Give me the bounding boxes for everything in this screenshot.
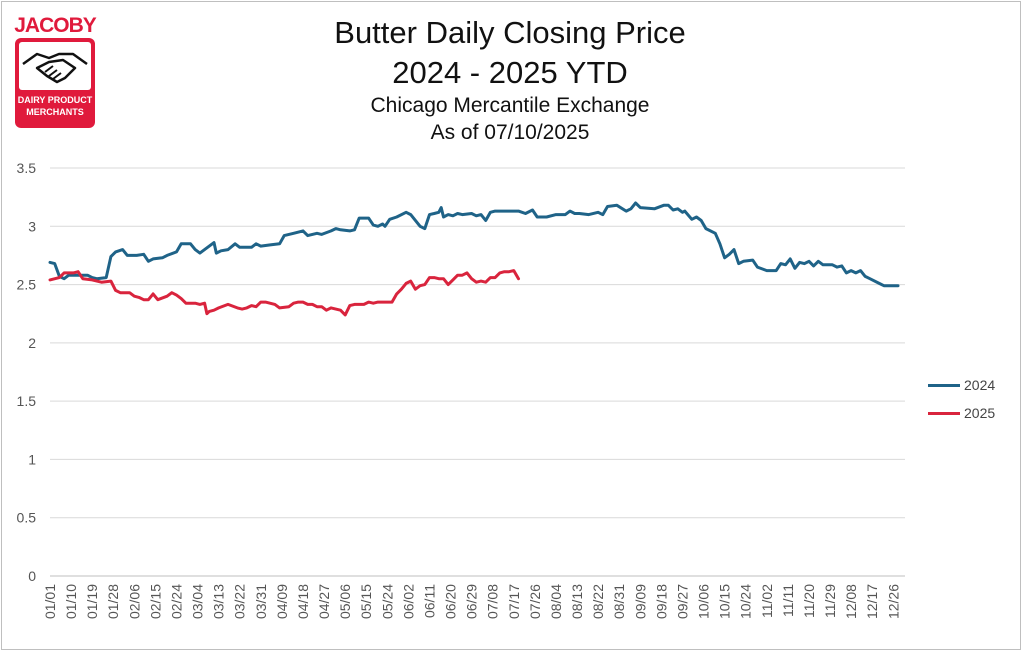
handshake-icon (22, 52, 88, 84)
x-tick-label: 01/01 (42, 584, 58, 619)
y-tick-label: 1.5 (17, 393, 37, 409)
x-tick-label: 02/06 (126, 584, 142, 619)
x-tick-label: 01/28 (105, 584, 121, 619)
series-line-2025 (48, 269, 520, 317)
x-tick-label: 09/18 (653, 584, 669, 619)
x-tick-label: 03/04 (190, 584, 206, 619)
x-tick-label: 08/04 (548, 584, 564, 619)
x-tick-label: 02/15 (147, 584, 163, 619)
logo-line-1: DAIRY PRODUCT (17, 95, 93, 105)
x-tick-label: 07/26 (527, 584, 543, 619)
x-tick-label: 11/02 (759, 584, 775, 618)
x-tick-label: 10/06 (696, 584, 712, 619)
chart-subtitle: Chicago Mercantile Exchange (370, 94, 650, 117)
x-tick-label: 03/31 (253, 584, 269, 619)
y-tick-label: 2.5 (17, 277, 37, 293)
x-tick-label: 08/22 (590, 584, 606, 619)
legend-swatch-2025 (928, 412, 960, 415)
series-line-2024 (48, 201, 900, 288)
y-tick-label: 0 (28, 568, 36, 584)
x-tick-label: 10/24 (738, 584, 754, 619)
logo-brand-text: JACOBY (14, 14, 97, 37)
x-tick-label: 04/09 (274, 584, 290, 619)
x-tick-label: 06/02 (400, 584, 416, 619)
x-tick-label: 05/24 (379, 584, 395, 619)
x-tick-label: 07/08 (485, 584, 501, 619)
x-tick-label: 06/20 (443, 584, 459, 619)
y-tick-label: 1 (28, 451, 36, 467)
x-tick-label: 03/13 (211, 584, 227, 619)
x-tick-label: 12/26 (885, 584, 901, 619)
logo-badge: DAIRY PRODUCT MERCHANTS (15, 38, 95, 128)
x-tick-label: 03/22 (232, 584, 248, 619)
y-tick-label: 2 (28, 335, 36, 351)
x-tick-label: 10/15 (717, 584, 733, 619)
x-tick-label: 07/17 (506, 584, 522, 619)
x-tick-label: 12/17 (864, 584, 880, 619)
jacoby-logo: JACOBY DAIRY PRODUCT MERCHANTS (10, 14, 100, 130)
chart-title-line-2: 2024 - 2025 YTD (392, 55, 628, 90)
x-tick-label: 01/19 (84, 584, 100, 619)
y-tick-label: 0.5 (17, 510, 37, 526)
x-tick-label: 11/29 (822, 584, 838, 618)
logo-handshake-panel (19, 42, 91, 90)
x-tick-label: 06/29 (464, 584, 480, 619)
x-tick-label: 04/27 (316, 584, 332, 619)
chart-title: Butter Daily Closing Price (334, 15, 686, 50)
x-tick-label: 02/24 (168, 584, 184, 619)
x-tick-label: 11/11 (780, 584, 796, 617)
x-tick-label: 09/09 (632, 584, 648, 619)
x-tick-label: 05/06 (337, 584, 353, 619)
x-tick-label: 12/08 (843, 584, 859, 619)
legend-swatch-2024 (928, 384, 960, 387)
legend-label-2025: 2025 (964, 405, 996, 421)
chart-subtitle-line-2: As of 07/10/2025 (430, 121, 590, 144)
x-tick-label: 11/20 (801, 584, 817, 618)
y-tick-label: 3.5 (17, 160, 37, 176)
y-tick-label: 3 (28, 218, 36, 234)
x-tick-label: 05/15 (358, 584, 374, 619)
x-tick-label: 08/13 (569, 584, 585, 619)
logo-line-2: MERCHANTS (26, 107, 84, 117)
x-tick-label: 09/27 (674, 584, 690, 619)
x-tick-label: 04/18 (295, 584, 311, 619)
x-tick-label: 06/11 (421, 584, 437, 618)
x-tick-label: 08/31 (611, 584, 627, 619)
x-tick-label: 01/10 (63, 584, 79, 619)
legend-label-2024: 2024 (964, 377, 996, 393)
